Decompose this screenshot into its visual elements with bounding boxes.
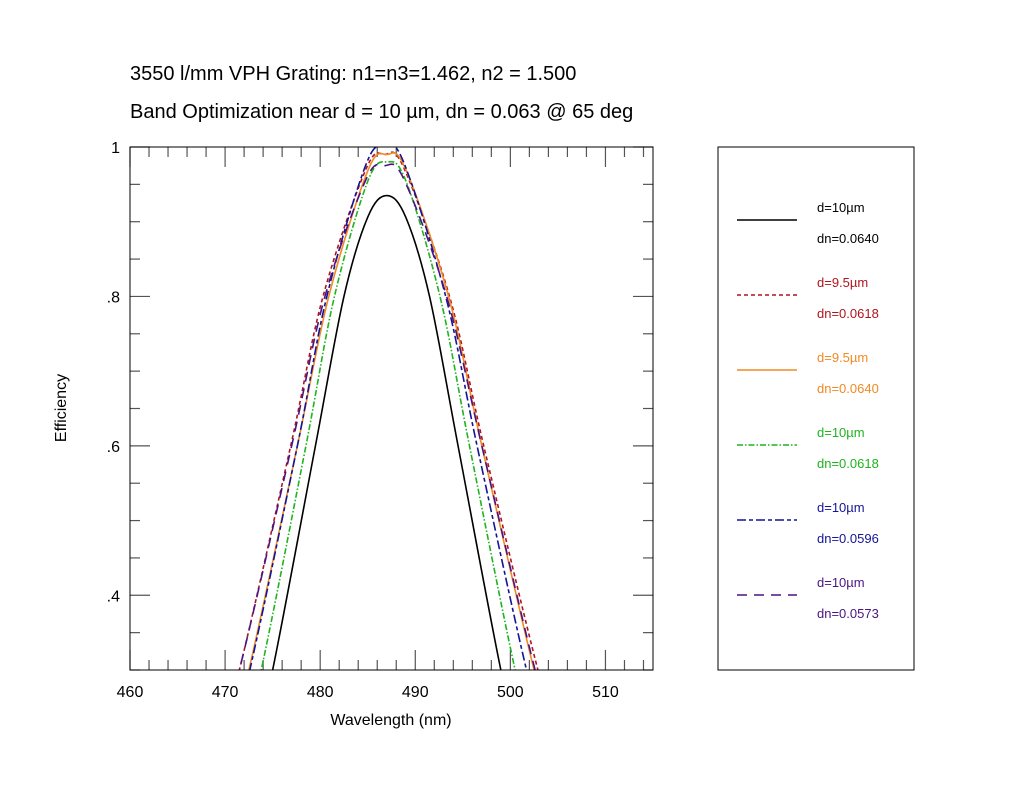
legend-label: dn=0.0640 — [817, 231, 879, 246]
series-line — [248, 147, 528, 670]
legend: d=10µm dn=0.0640 d=9.5µm dn=0.0618 d=9.5µm dn… — [737, 200, 879, 621]
legend-label: dn=0.0640 — [817, 381, 879, 396]
x-tick-label: 490 — [402, 684, 429, 701]
legend-label: dn=0.0596 — [817, 531, 879, 546]
x-tick-label: 460 — [117, 684, 144, 701]
x-tick-label: 500 — [497, 684, 524, 701]
legend-label: d=10µm — [817, 425, 865, 440]
series-line — [248, 152, 535, 670]
x-axis-label: Wavelength (nm) — [330, 712, 451, 729]
axes: 460 470 480 490 500 510 .4 .6 .8 1 — [107, 140, 653, 701]
legend-label: dn=0.0618 — [817, 456, 879, 471]
y-tick-label: 1 — [111, 140, 120, 157]
y-tick-label: .8 — [107, 289, 120, 306]
legend-label: d=9.5µm — [817, 350, 868, 365]
y-tick-label: .4 — [107, 588, 120, 605]
legend-label: dn=0.0618 — [817, 306, 879, 321]
plot-frame — [129, 146, 654, 671]
legend-label: d=10µm — [817, 500, 865, 515]
x-tick-label: 480 — [307, 684, 334, 701]
series-line — [271, 194, 502, 670]
legend-box — [717, 146, 915, 671]
legend-label: d=9.5µm — [817, 275, 868, 290]
chart-subtitle: Band Optimization near d = 10 µm, dn = 0… — [130, 101, 633, 123]
series-line — [260, 160, 516, 670]
y-tick-label: .6 — [107, 439, 120, 456]
chart-title: 3550 l/mm VPH Grating: n1=n3=1.462, n2 =… — [130, 63, 576, 85]
legend-label: dn=0.0573 — [817, 606, 879, 621]
x-tick-label: 470 — [212, 684, 239, 701]
series-line — [238, 163, 536, 670]
series-lines — [238, 147, 539, 670]
y-axis-label: Efficiency — [53, 374, 70, 442]
x-tick-label: 510 — [592, 684, 619, 701]
legend-label: d=10µm — [817, 575, 865, 590]
legend-label: d=10µm — [817, 200, 865, 215]
